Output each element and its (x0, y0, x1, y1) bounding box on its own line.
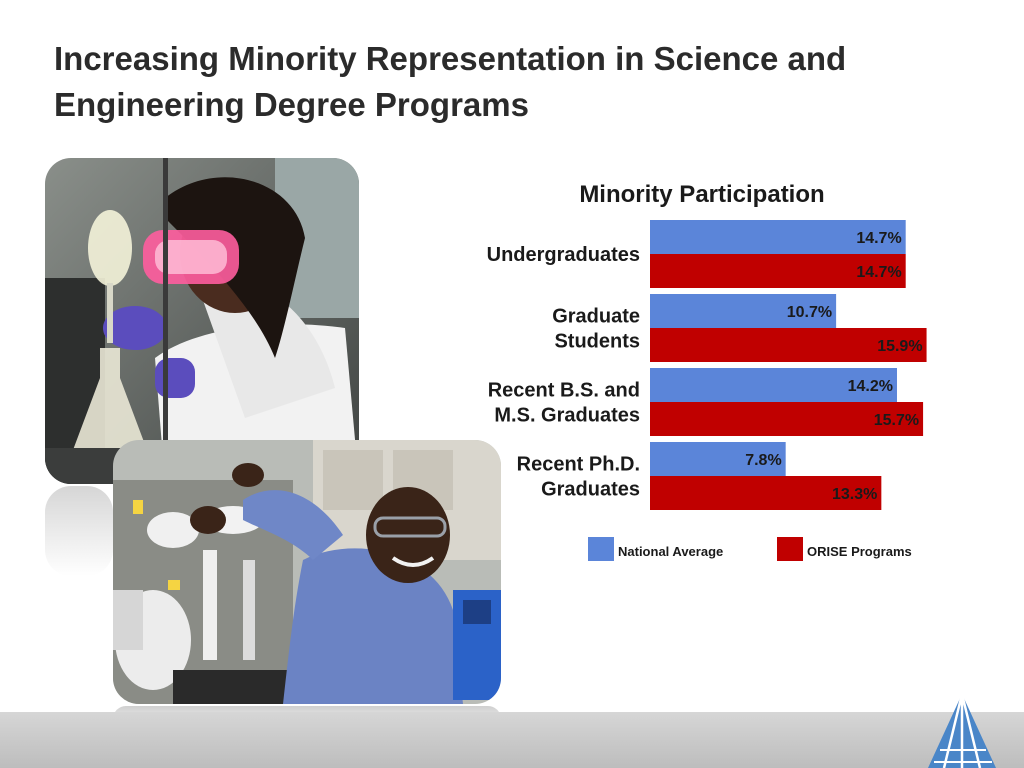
bar-national-average-recent-ph-d-graduates (650, 442, 786, 476)
lab-scientist-goggles-photo (45, 158, 359, 484)
value-label-national-average-recent-b-s-and-m-s-graduates: 14.2% (848, 378, 893, 395)
lab-scientist-equipment-photo (113, 440, 501, 704)
slide-title: Increasing Minority Representation in Sc… (54, 40, 847, 123)
category-label-recent-b-s-and-m-s-graduates: Recent B.S. and M.S. Graduates (488, 380, 640, 427)
category-label-recent-ph-d-graduates: Recent Ph.D. Graduates (517, 454, 640, 501)
value-label-national-average-undergraduates: 14.7% (856, 230, 901, 247)
bars-layer: 14.7% 14.7% 10.7% 15.9% 14.2% 15.7% 7.8% 13.3% (650, 220, 927, 510)
bar-orise-programs-recent-b-s-and-m-s-graduates (650, 402, 924, 436)
legend-swatch-orise-programs (777, 537, 803, 561)
legend: National Average ORISE Programs (588, 537, 912, 561)
bar-orise-programs-recent-ph-d-graduates (650, 476, 882, 510)
photo-scientist-equipment (113, 440, 501, 704)
bar-national-average-undergraduates (650, 220, 906, 254)
bar-orise-programs-graduate-students (650, 328, 927, 362)
value-label-orise-programs-undergraduates: 14.7% (856, 264, 901, 281)
value-label-orise-programs-graduate-students: 15.9% (877, 338, 922, 355)
category-label-graduate-students: Graduate Students (552, 306, 640, 353)
value-label-national-average-graduate-students: 10.7% (787, 304, 832, 321)
legend-label-orise-programs: ORISE Programs (807, 544, 912, 559)
bar-national-average-graduate-students (650, 294, 837, 328)
category-labels: Undergraduates Graduate Students Recent B.S… (487, 244, 640, 501)
category-label-undergraduates: Undergraduates (487, 244, 640, 266)
photo-reflection (45, 486, 113, 576)
photo-scientist-goggles (45, 158, 359, 484)
value-label-orise-programs-recent-ph-d-graduates: 13.3% (832, 486, 877, 503)
bar-orise-programs-undergraduates (650, 254, 906, 288)
legend-swatch-national-average (588, 537, 614, 561)
footer-bar (0, 712, 1024, 768)
chart-title: Minority Participation (579, 181, 824, 208)
legend-label-national-average: National Average (618, 544, 723, 559)
value-label-orise-programs-recent-b-s-and-m-s-graduates: 15.7% (874, 412, 919, 429)
bar-national-average-recent-b-s-and-m-s-graduates (650, 368, 897, 402)
value-label-national-average-recent-ph-d-graduates: 7.8% (745, 452, 781, 469)
orise-logo-icon (928, 693, 996, 768)
minority-participation-chart: Minority Participation 14.7% 14.7% 10.7% 15… (487, 181, 927, 561)
